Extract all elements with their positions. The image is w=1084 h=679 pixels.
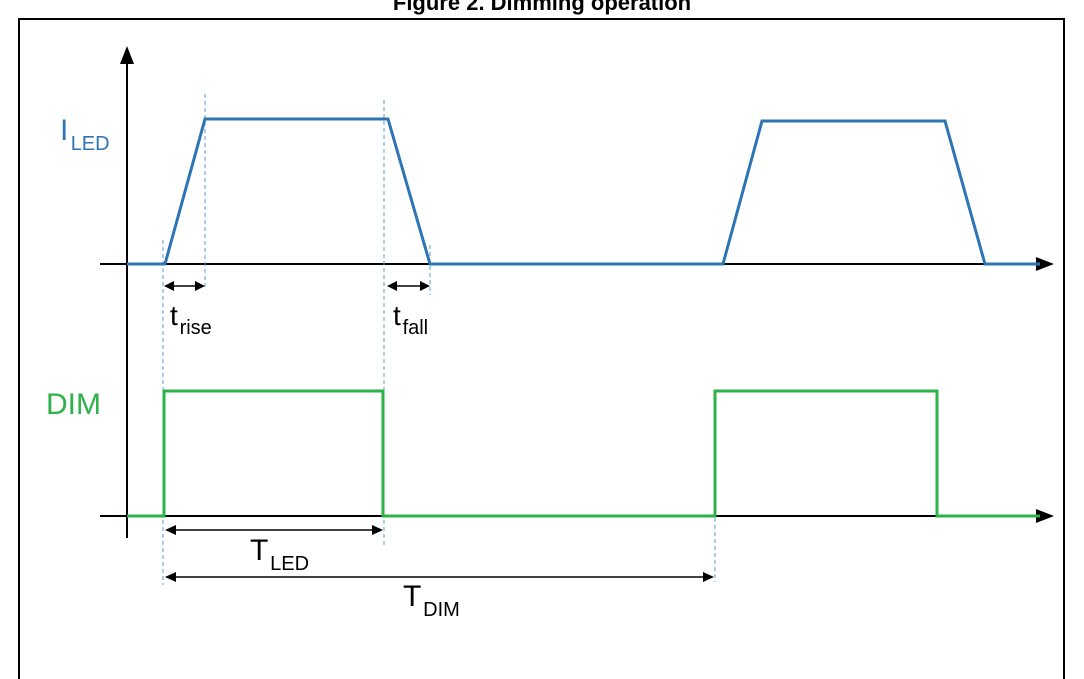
t-led-label-main: T [250, 534, 268, 567]
t-rise-label: t rise [170, 300, 212, 339]
t-dim-label-main: T [403, 580, 421, 613]
iled-time-axis-arrow-icon [1036, 257, 1054, 271]
dim-label: DIM [46, 388, 101, 421]
iled-label-main: I [60, 114, 68, 147]
t-led-label: T LED [250, 534, 309, 575]
t-dim-dimension-arrow [165, 572, 714, 582]
t-rise-label-sub: rise [180, 317, 212, 339]
t-rise-dimension-arrow [164, 281, 205, 291]
t-dim-label: T DIM [403, 580, 460, 621]
diagram-frame [18, 18, 1065, 679]
t-fall-label-sub: fall [403, 317, 429, 339]
t-led-dimension-arrow [165, 525, 383, 535]
t-rise-label-main: t [170, 300, 178, 331]
iled-label-sub: LED [71, 133, 110, 155]
dim-time-axis-arrow-icon [1036, 509, 1054, 523]
t-fall-dimension-arrow [387, 281, 430, 291]
figure-title: Figure 2. Dimming operation [392, 0, 692, 15]
t-fall-label-main: t [393, 300, 401, 331]
iled-waveform [127, 117, 1040, 266]
iled-label: I LED [60, 114, 110, 155]
dim-waveform [127, 389, 1040, 518]
vertical-axis-arrow-icon [120, 46, 134, 64]
t-dim-label-sub: DIM [423, 599, 460, 621]
t-fall-label: t fall [393, 300, 428, 339]
t-led-label-sub: LED [270, 553, 309, 575]
